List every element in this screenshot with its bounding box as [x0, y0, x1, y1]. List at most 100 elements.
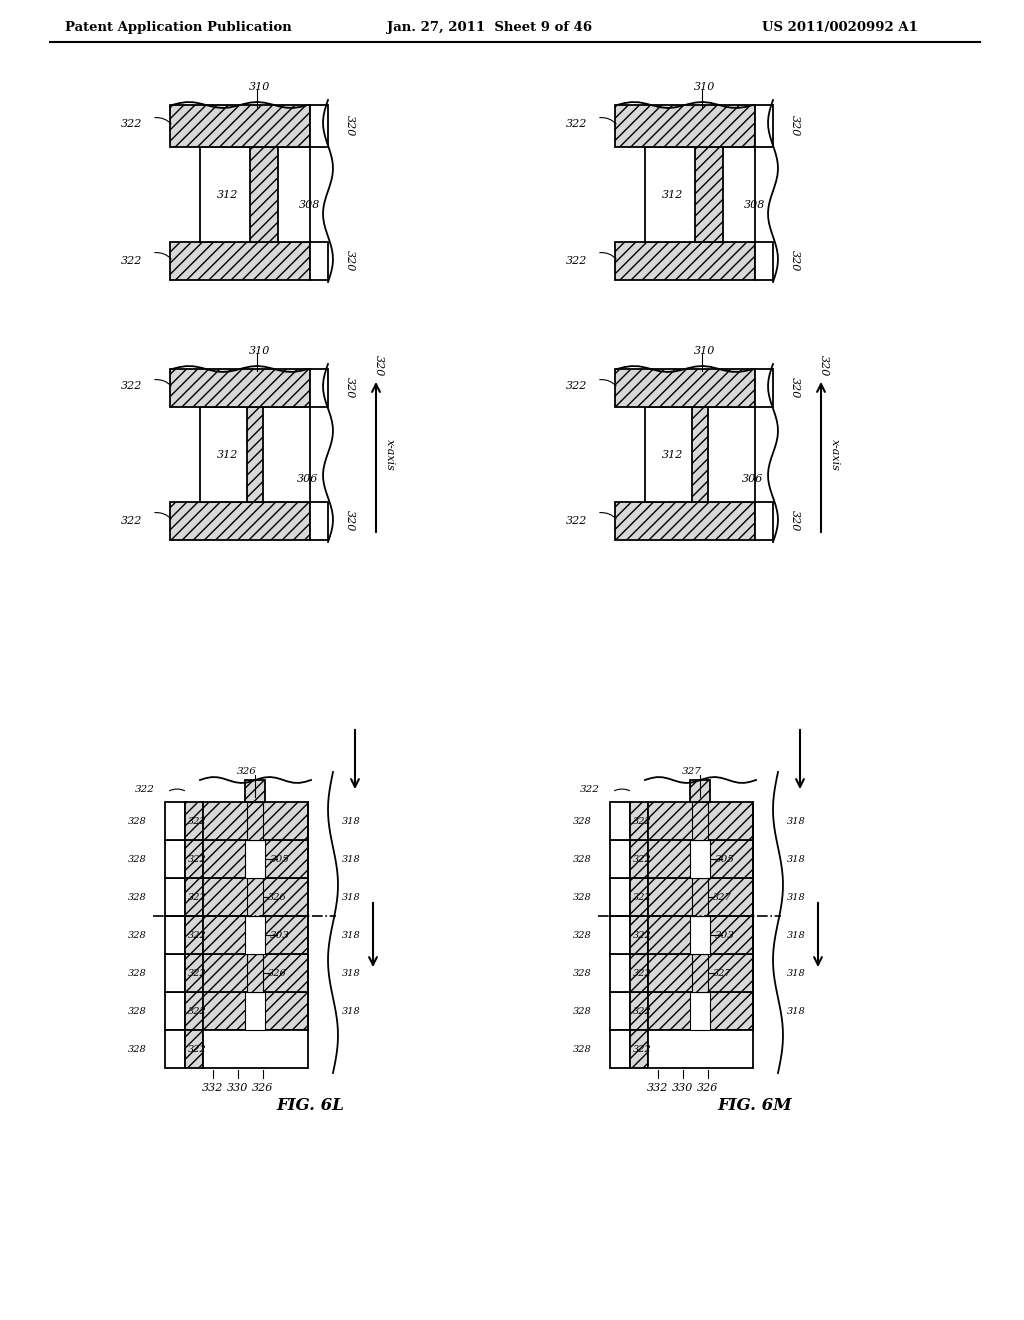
Text: 328: 328	[573, 969, 592, 978]
Bar	[170, 242, 310, 280]
Text: 322: 322	[121, 381, 142, 391]
Bar	[310, 106, 328, 147]
Bar	[203, 803, 308, 840]
Text: 332: 332	[203, 1082, 223, 1093]
Text: 322: 322	[188, 931, 207, 940]
Text: 328: 328	[573, 1044, 592, 1053]
Text: 310: 310	[694, 82, 716, 92]
Bar	[610, 878, 630, 916]
Bar	[648, 993, 753, 1030]
Bar	[610, 1030, 630, 1068]
Bar	[185, 878, 203, 916]
Bar	[630, 954, 648, 993]
Text: 320: 320	[345, 251, 355, 272]
Text: 322: 322	[581, 785, 600, 795]
Bar	[250, 147, 278, 242]
Text: 320: 320	[345, 115, 355, 137]
Text: 327: 327	[682, 767, 701, 776]
Bar	[247, 407, 263, 502]
Bar	[645, 407, 755, 502]
Text: 328: 328	[573, 1006, 592, 1015]
Text: 320: 320	[790, 378, 800, 399]
Text: 318: 318	[786, 1006, 805, 1015]
Bar	[648, 878, 753, 916]
Text: 328: 328	[128, 1044, 147, 1053]
Bar	[247, 954, 263, 993]
Bar	[245, 993, 265, 1030]
Bar	[630, 878, 648, 916]
Bar	[630, 1030, 648, 1068]
Bar	[610, 993, 630, 1030]
Text: Patent Application Publication: Patent Application Publication	[65, 21, 292, 34]
Text: 326: 326	[697, 1082, 719, 1093]
Text: 322: 322	[188, 1044, 207, 1053]
Text: 318: 318	[342, 969, 360, 978]
Bar	[692, 407, 708, 502]
Text: 318: 318	[342, 817, 360, 825]
Text: 318: 318	[786, 969, 805, 978]
Text: 322: 322	[188, 892, 207, 902]
Text: US 2011/0020992 A1: US 2011/0020992 A1	[762, 21, 918, 34]
Bar	[690, 916, 710, 954]
Text: 327: 327	[713, 892, 731, 902]
Bar	[630, 916, 648, 954]
Bar	[170, 106, 310, 147]
Bar	[310, 370, 328, 407]
Bar	[645, 147, 755, 242]
Text: 326: 326	[238, 767, 257, 776]
Bar	[648, 803, 753, 840]
Text: 318: 318	[342, 892, 360, 902]
Text: 322: 322	[633, 1006, 651, 1015]
Text: FIG. 6M: FIG. 6M	[718, 1097, 793, 1114]
Bar	[165, 803, 185, 840]
Text: FIG. 6L: FIG. 6L	[276, 1097, 344, 1114]
Bar	[170, 370, 310, 407]
Bar	[630, 993, 648, 1030]
Bar	[755, 370, 773, 407]
Bar	[692, 878, 708, 916]
Text: 318: 318	[786, 931, 805, 940]
Bar	[310, 502, 328, 540]
Bar	[203, 954, 308, 993]
Bar	[245, 780, 265, 803]
Bar	[610, 803, 630, 840]
Bar	[200, 407, 310, 502]
Bar	[165, 1030, 185, 1068]
Text: 322: 322	[135, 785, 155, 795]
Text: 320: 320	[790, 115, 800, 137]
Text: 320: 320	[790, 511, 800, 532]
Text: 305: 305	[715, 854, 735, 863]
Text: 320: 320	[345, 378, 355, 399]
Text: x-axis: x-axis	[830, 440, 840, 471]
Bar	[615, 106, 755, 147]
Text: 322: 322	[121, 516, 142, 525]
Bar	[615, 370, 755, 407]
Bar	[203, 993, 308, 1030]
Text: 322: 322	[633, 854, 651, 863]
Bar	[165, 954, 185, 993]
Text: 327: 327	[713, 969, 731, 978]
Text: 303: 303	[715, 931, 735, 940]
Text: 318: 318	[342, 931, 360, 940]
Text: x-axis: x-axis	[385, 440, 395, 471]
Text: 322: 322	[565, 381, 587, 391]
Bar	[615, 242, 755, 280]
Text: 326: 326	[267, 892, 287, 902]
Text: 328: 328	[573, 931, 592, 940]
Text: 322: 322	[633, 817, 651, 825]
Text: 320: 320	[819, 355, 829, 376]
Text: 322: 322	[121, 119, 142, 129]
Bar	[755, 106, 773, 147]
Text: 322: 322	[565, 516, 587, 525]
Bar	[610, 916, 630, 954]
Text: 310: 310	[694, 346, 716, 356]
Text: 320: 320	[374, 355, 384, 376]
Text: 322: 322	[633, 931, 651, 940]
Text: 308: 308	[744, 201, 766, 210]
Bar	[245, 840, 265, 878]
Text: 322: 322	[633, 969, 651, 978]
Text: 306: 306	[742, 474, 764, 484]
Text: 312: 312	[663, 190, 684, 201]
Bar	[610, 840, 630, 878]
Bar	[203, 878, 308, 916]
